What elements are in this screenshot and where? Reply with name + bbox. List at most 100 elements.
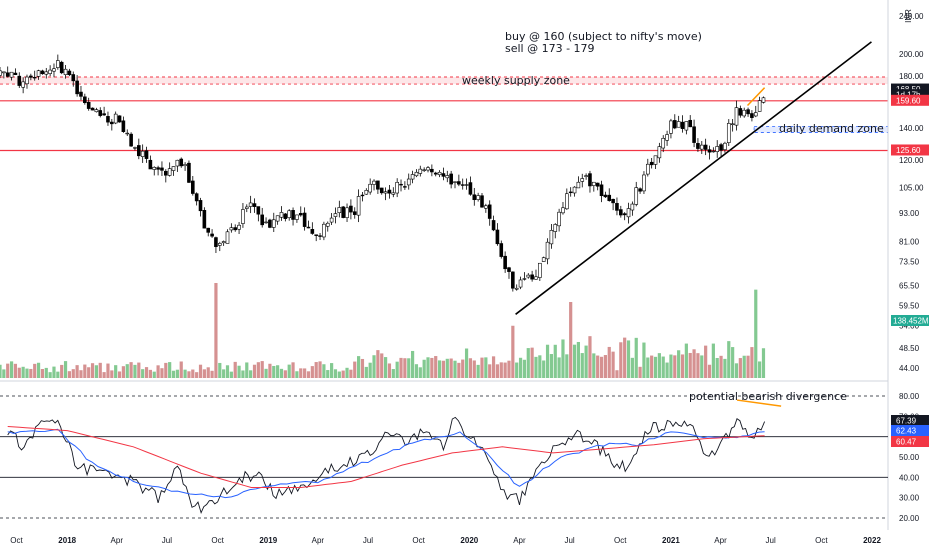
divergence-oscillator-line[interactable]: [736, 399, 782, 407]
volume-bar: [480, 357, 484, 378]
volume-bar: [754, 289, 758, 378]
candle-body: [333, 213, 338, 217]
candle-body: [588, 173, 592, 187]
volume-bar: [326, 370, 330, 378]
candle-body: [175, 159, 180, 167]
oscillator-series-0[interactable]: [7, 416, 766, 514]
volume-bar: [526, 348, 530, 378]
volume-bar: [746, 355, 750, 378]
time-axis-label: Jul: [564, 536, 574, 545]
time-axis-label: Oct: [614, 536, 627, 545]
volume-bar: [191, 369, 195, 378]
volume-bar: [534, 356, 538, 378]
candle-body: [71, 74, 76, 82]
volume-bar: [25, 368, 29, 378]
volume-bar: [117, 371, 122, 378]
candle-body: [726, 123, 731, 143]
volume-bar: [661, 356, 665, 378]
volume-bar: [330, 363, 334, 378]
volume-bar: [229, 371, 233, 378]
volume-bar: [372, 355, 376, 378]
volume-bar: [445, 358, 449, 378]
volume-tag: 138.452M: [893, 317, 929, 326]
candle-body: [753, 112, 758, 117]
volume-bar: [538, 355, 542, 378]
volume-bar: [17, 367, 21, 378]
trade-note-line2: sell @ 173 - 179: [505, 42, 595, 55]
candle-body: [576, 181, 581, 189]
candle-body: [214, 237, 218, 247]
candle-body: [696, 143, 700, 149]
candle-body: [522, 278, 527, 280]
volume-bar: [638, 366, 642, 378]
oscillator-series-2[interactable]: [7, 426, 765, 488]
price-tick-label: 180.00: [899, 72, 924, 81]
oscillator-tag-1-bg: [891, 425, 929, 436]
volume-bar: [129, 362, 133, 378]
demand-zone[interactable]: [753, 126, 889, 133]
time-axis-label: Apr: [111, 536, 124, 545]
candle-body: [129, 133, 133, 147]
volume-bar: [0, 364, 2, 378]
volume-bar: [395, 361, 399, 378]
candle-body: [110, 121, 114, 125]
volume-bar: [472, 360, 476, 378]
candle-body: [329, 217, 334, 223]
candle-body: [418, 168, 423, 174]
candle-body: [734, 107, 739, 126]
divergence-price-line[interactable]: [746, 87, 766, 107]
supply-zone[interactable]: [0, 77, 888, 85]
candle-body: [395, 182, 399, 194]
volume-bar: [44, 367, 48, 378]
candle-body: [453, 181, 457, 183]
price-pane[interactable]: [0, 41, 889, 378]
oscillator-lines: [7, 416, 766, 514]
candle-body: [160, 167, 164, 171]
time-axis-label: 2020: [460, 536, 478, 545]
oscillator-tick-label: 20.00: [899, 514, 920, 523]
candle-body: [137, 145, 141, 157]
candle-body: [248, 202, 253, 207]
volume-bar: [187, 371, 191, 378]
oscillator-tag-2: 60.47: [896, 438, 917, 447]
candle-body: [287, 210, 291, 219]
candle-body: [260, 214, 265, 226]
volume-bars: [0, 283, 766, 378]
candle-body: [561, 207, 565, 214]
candle-body: [63, 68, 68, 76]
price-tag-2: 159.60: [896, 96, 921, 105]
candle-body: [541, 257, 546, 262]
volume-bar: [557, 357, 561, 378]
time-axis: Oct 2018 Apr Jul Oct 2019 Apr Jul Oct 2020 Apr Jul O…: [10, 536, 881, 545]
candle-body: [634, 187, 639, 205]
oscillator-series-1[interactable]: [7, 428, 765, 499]
volume-bar: [98, 362, 102, 378]
candle-body: [742, 109, 747, 117]
volume-bar: [561, 339, 565, 378]
candle-body: [599, 184, 604, 197]
volume-bar: [137, 362, 141, 378]
candle-body: [83, 96, 87, 104]
candle-body: [761, 97, 766, 103]
candle-body: [503, 255, 507, 270]
volume-bar: [572, 344, 577, 378]
volume-bar: [349, 369, 353, 378]
volume-bar: [303, 368, 307, 378]
volume-bar: [727, 341, 731, 378]
candle-body: [2, 71, 6, 74]
volume-bar: [183, 369, 187, 378]
volume-bar: [607, 346, 611, 378]
candle-body: [98, 110, 103, 116]
volume-bar: [530, 347, 534, 378]
trendline[interactable]: [515, 41, 872, 315]
volume-bar: [268, 363, 272, 378]
volume-bar: [511, 325, 515, 378]
candle-body: [148, 159, 153, 170]
time-axis-label: 2019: [259, 536, 277, 545]
oscillator-pane[interactable]: [0, 395, 888, 519]
candle-body: [699, 144, 704, 150]
volume-bar: [580, 353, 584, 378]
trade-note-line1: buy @ 160 (subject to nifty's move): [505, 30, 702, 43]
volume-bar: [615, 370, 619, 378]
